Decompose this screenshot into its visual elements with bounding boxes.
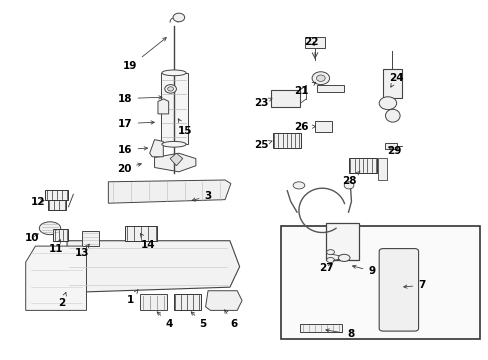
Text: 5: 5	[191, 312, 206, 329]
Bar	[272, 133, 300, 148]
Ellipse shape	[385, 109, 399, 122]
Bar	[174, 294, 201, 310]
FancyBboxPatch shape	[378, 249, 418, 331]
Bar	[271, 90, 300, 107]
Text: 19: 19	[123, 37, 166, 71]
Ellipse shape	[167, 87, 173, 91]
Text: 14: 14	[140, 234, 155, 250]
Ellipse shape	[326, 257, 334, 262]
Text: 4: 4	[157, 312, 172, 329]
Bar	[281, 226, 479, 339]
Polygon shape	[108, 180, 230, 203]
Text: 7: 7	[403, 280, 425, 291]
Bar	[382, 69, 401, 98]
Ellipse shape	[173, 13, 184, 22]
Bar	[300, 324, 341, 332]
Bar	[325, 223, 359, 260]
Text: 6: 6	[224, 310, 237, 329]
Ellipse shape	[316, 75, 325, 81]
Text: 22: 22	[304, 37, 318, 48]
Ellipse shape	[311, 72, 329, 85]
Text: 27: 27	[318, 262, 333, 273]
Text: 29: 29	[386, 146, 401, 156]
Text: 10: 10	[25, 233, 39, 243]
Bar	[53, 229, 68, 241]
Bar	[161, 73, 187, 144]
Text: 17: 17	[118, 118, 154, 129]
Text: 11: 11	[48, 240, 63, 253]
Text: 15: 15	[178, 119, 192, 136]
Ellipse shape	[338, 254, 349, 261]
Text: 3: 3	[192, 191, 211, 201]
Polygon shape	[205, 291, 242, 310]
Text: 20: 20	[117, 163, 141, 174]
Text: 1: 1	[126, 290, 138, 305]
Bar	[348, 158, 376, 173]
Ellipse shape	[162, 70, 186, 76]
Text: 2: 2	[59, 292, 66, 308]
Polygon shape	[158, 99, 168, 114]
Text: 26: 26	[294, 122, 315, 132]
Bar	[377, 158, 386, 180]
Ellipse shape	[326, 249, 334, 255]
Bar	[317, 85, 344, 93]
Text: 23: 23	[254, 98, 271, 108]
Ellipse shape	[162, 141, 186, 147]
Text: 25: 25	[254, 140, 271, 150]
Ellipse shape	[292, 182, 304, 189]
Text: 21: 21	[294, 82, 315, 96]
Text: 16: 16	[118, 145, 147, 155]
Polygon shape	[149, 140, 163, 157]
Bar	[47, 201, 66, 210]
Bar	[140, 294, 166, 310]
Ellipse shape	[39, 222, 61, 235]
Bar	[45, 190, 68, 200]
Ellipse shape	[164, 85, 176, 93]
Text: 12: 12	[31, 197, 45, 207]
Polygon shape	[170, 153, 183, 166]
Bar	[384, 143, 396, 149]
Bar	[81, 231, 99, 246]
Polygon shape	[154, 153, 196, 172]
Text: 24: 24	[388, 73, 403, 87]
Polygon shape	[67, 241, 239, 293]
Ellipse shape	[344, 182, 353, 189]
Text: 8: 8	[325, 329, 354, 339]
Polygon shape	[26, 246, 86, 310]
Bar	[314, 121, 331, 132]
Bar	[305, 37, 324, 48]
Text: 28: 28	[341, 171, 360, 186]
Ellipse shape	[378, 97, 396, 110]
Text: 13: 13	[74, 244, 89, 258]
Bar	[125, 226, 157, 241]
Text: 18: 18	[118, 94, 162, 104]
Text: 9: 9	[352, 265, 375, 276]
